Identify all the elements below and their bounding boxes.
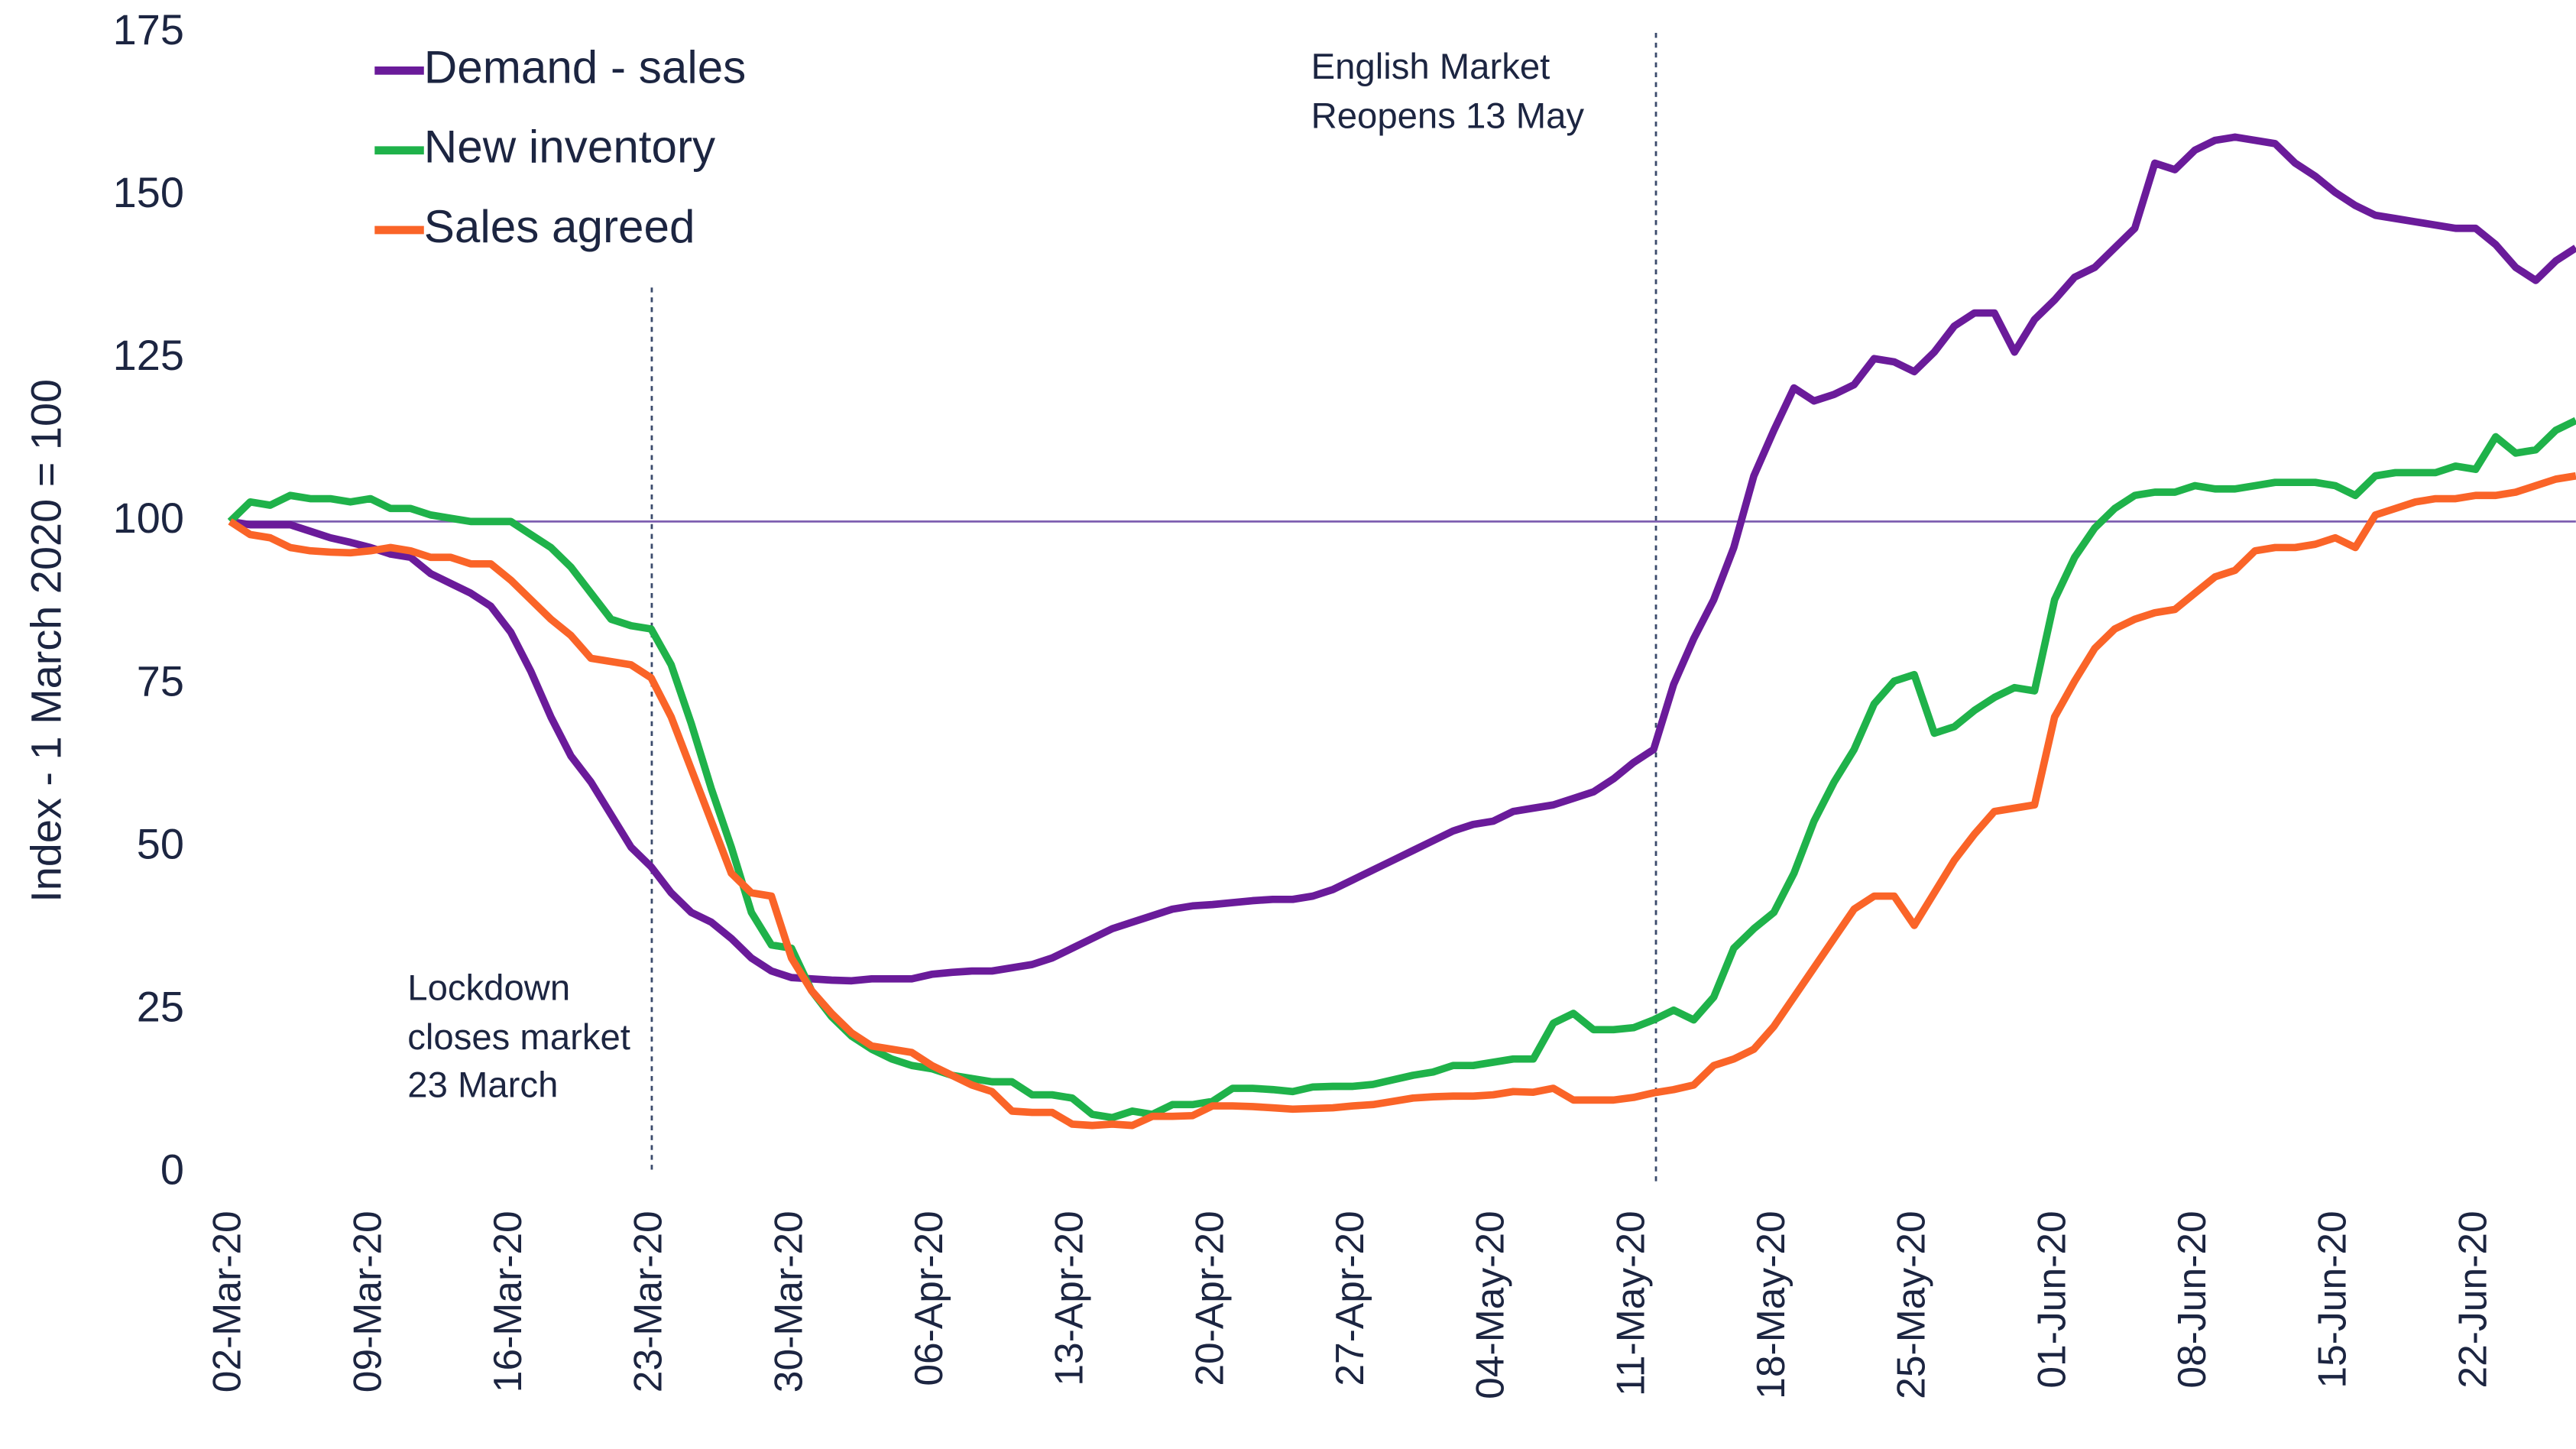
y-tick-label: 50	[137, 819, 184, 867]
annotation: closes market	[407, 1017, 630, 1058]
x-tick-label: 09-Mar-20	[345, 1211, 389, 1392]
x-tick-label: 23-Mar-20	[626, 1211, 670, 1392]
series-line	[227, 417, 2576, 1122]
x-tick-label: 11-May-20	[1608, 1211, 1652, 1396]
x-tick-label: 13-Apr-20	[1047, 1211, 1091, 1386]
x-tick-label: 02-Mar-20	[205, 1211, 249, 1392]
x-tick-label: 01-Jun-20	[2029, 1211, 2073, 1388]
x-tick-label: 16-Mar-20	[485, 1211, 530, 1392]
y-tick-label: 0	[160, 1146, 184, 1194]
x-tick-label: 25-May-20	[1889, 1211, 1933, 1399]
y-tick-label: 175	[113, 5, 184, 53]
annotation: 23 March	[407, 1065, 558, 1106]
x-tick-label: 30-Mar-20	[766, 1211, 810, 1392]
legend-label: Sales agreed	[424, 201, 695, 252]
legend-label: New inventory	[424, 122, 715, 173]
x-tick-label: 06-Apr-20	[906, 1211, 951, 1386]
x-tick-label: 27-Apr-20	[1327, 1211, 1372, 1386]
series-line	[228, 472, 2576, 1130]
y-tick-label: 150	[113, 168, 184, 216]
y-tick-label: 25	[137, 982, 184, 1030]
annotation: English Market	[1311, 47, 1550, 87]
y-tick-label: 100	[113, 494, 184, 542]
x-tick-label: 20-Apr-20	[1187, 1211, 1231, 1386]
x-tick-label: 15-Jun-20	[2310, 1211, 2354, 1388]
y-axis-title: Index - 1 March 2020 = 100	[21, 379, 70, 903]
y-tick-label: 125	[113, 331, 184, 379]
legend-label: Demand - sales	[424, 41, 746, 92]
y-tick-label: 75	[137, 656, 184, 705]
x-tick-label: 08-Jun-20	[2169, 1211, 2214, 1388]
x-tick-label: 04-May-20	[1468, 1211, 1512, 1399]
x-tick-label: 18-May-20	[1748, 1211, 1793, 1399]
annotation: Lockdown	[407, 968, 570, 1009]
series-line	[229, 133, 2576, 985]
annotation: Reopens 13 May	[1311, 96, 1585, 136]
x-tick-label: 22-Jun-20	[2450, 1211, 2494, 1388]
